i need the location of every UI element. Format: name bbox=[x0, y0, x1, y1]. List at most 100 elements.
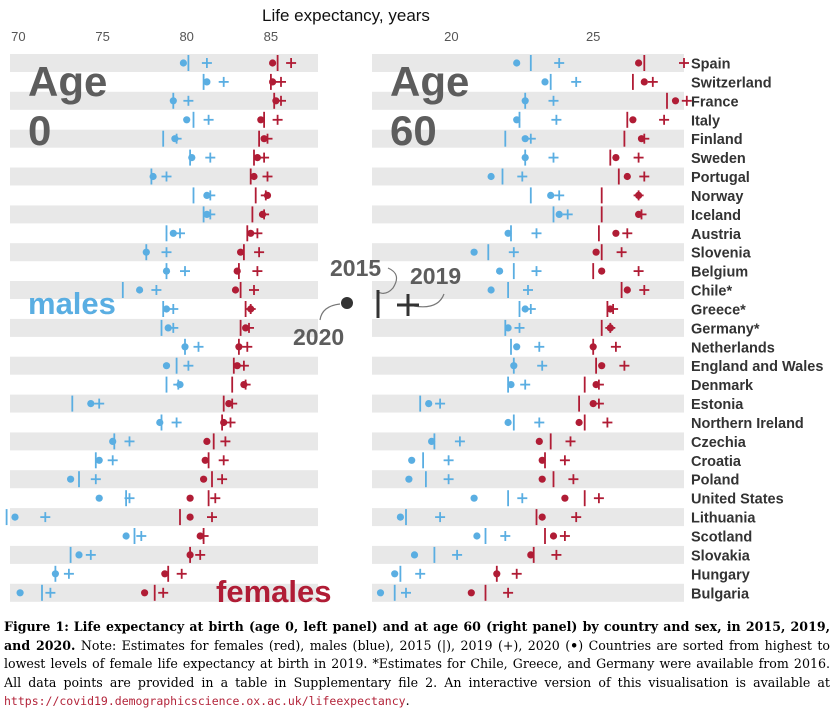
male-2020-dot bbox=[95, 456, 103, 464]
female-2020-dot bbox=[612, 229, 620, 237]
male-2020-dot bbox=[162, 305, 171, 313]
male-2020-dot bbox=[487, 172, 495, 181]
male-2020-dot bbox=[136, 286, 144, 294]
female-2020-dot bbox=[233, 267, 241, 275]
male-2020-dot bbox=[391, 570, 399, 578]
row-band bbox=[10, 91, 318, 110]
country-label-austria: Austria bbox=[691, 227, 742, 243]
chart-title: Life expectancy, years bbox=[262, 6, 430, 25]
female-2020-dot bbox=[263, 191, 272, 199]
male-2020-dot bbox=[513, 343, 521, 351]
female-2020-dot bbox=[561, 494, 569, 502]
female-2020-dot bbox=[598, 362, 606, 370]
female-2020-dot bbox=[240, 381, 248, 389]
row-band bbox=[372, 508, 684, 527]
row-band bbox=[372, 167, 684, 186]
male-2020-dot bbox=[51, 570, 60, 578]
male-2020-dot bbox=[181, 343, 189, 351]
females-label: females bbox=[216, 574, 331, 609]
female-2020-dot bbox=[535, 437, 543, 445]
female-2020-dot bbox=[637, 135, 646, 143]
female-2020-dot bbox=[257, 116, 265, 124]
male-2020-dot bbox=[164, 324, 172, 332]
male-2020-dot bbox=[504, 324, 512, 332]
country-label-slovenia: Slovenia bbox=[691, 246, 752, 262]
male-2020-dot bbox=[521, 135, 529, 143]
male-2020-dot bbox=[203, 210, 211, 218]
male-2020-dot bbox=[408, 456, 416, 464]
female-2020-dot bbox=[589, 343, 597, 351]
row-band bbox=[10, 470, 318, 489]
female-2020-dot bbox=[606, 324, 614, 332]
female-2020-dot bbox=[186, 551, 194, 559]
male-2020-dot bbox=[513, 116, 521, 124]
female-2020-dot bbox=[200, 475, 208, 483]
country-label-estonia: Estonia bbox=[691, 397, 744, 413]
female-2020-dot bbox=[467, 589, 475, 597]
male-2020-dot bbox=[171, 135, 179, 143]
row-band bbox=[372, 470, 684, 489]
male-2020-dot bbox=[176, 381, 184, 389]
panel-label-line1: Age bbox=[28, 58, 107, 105]
x-tick-label: 80 bbox=[179, 29, 193, 44]
row-band bbox=[372, 583, 684, 602]
female-2020-dot bbox=[258, 210, 267, 218]
legend-2015-label: 2015 bbox=[330, 255, 381, 281]
male-2020-dot bbox=[425, 400, 433, 408]
country-label-norway: Norway bbox=[691, 189, 743, 205]
female-2020-dot bbox=[575, 418, 583, 427]
female-2020-dot bbox=[203, 437, 211, 445]
female-2020-dot bbox=[186, 513, 194, 521]
male-2020-dot bbox=[203, 78, 211, 86]
legend-2020-dot bbox=[341, 297, 353, 309]
female-2020-dot bbox=[589, 400, 597, 408]
country-label-germany: Germany* bbox=[691, 321, 760, 337]
female-2020-dot bbox=[231, 286, 240, 294]
male-2020-dot bbox=[87, 400, 95, 408]
row-band bbox=[10, 545, 318, 564]
country-label-denmark: Denmark bbox=[691, 378, 754, 394]
country-label-finland: Finland bbox=[691, 132, 743, 148]
male-2020-dot bbox=[162, 362, 171, 370]
male-2020-dot bbox=[473, 532, 481, 540]
male-2020-dot bbox=[510, 362, 518, 370]
male-2020-dot bbox=[496, 267, 504, 275]
female-2020-dot bbox=[247, 229, 255, 237]
caption-note-intro: Note: Estimates for females (red), males… bbox=[80, 637, 571, 653]
row-band bbox=[372, 356, 684, 375]
males-label: males bbox=[28, 286, 116, 321]
country-label-netherlands: Netherlands bbox=[691, 340, 775, 356]
country-label-sweden: Sweden bbox=[691, 151, 746, 167]
caption-note-rest: ) Countries are sorted from highest to l… bbox=[4, 637, 831, 690]
country-label-greece: Greece* bbox=[691, 303, 746, 319]
female-2020-dot bbox=[606, 305, 614, 313]
male-2020-dot bbox=[547, 191, 555, 199]
country-label-france: France bbox=[691, 94, 739, 110]
male-2020-dot bbox=[396, 513, 404, 521]
row-band bbox=[372, 243, 684, 262]
female-2020-dot bbox=[235, 343, 243, 351]
row-band bbox=[10, 54, 318, 72]
country-label-croatia: Croatia bbox=[691, 454, 742, 470]
male-2020-dot bbox=[555, 210, 563, 218]
caption-url-link[interactable]: https://covid19.demographicscience.ox.ac… bbox=[4, 694, 406, 708]
figure-label: Figure 1: bbox=[4, 619, 69, 634]
country-label-slovakia: Slovakia bbox=[691, 548, 751, 564]
female-2020-dot bbox=[592, 381, 600, 389]
male-2020-dot bbox=[156, 418, 164, 427]
country-labels: Spain Switzerland France Italy Finland Sweden… bbox=[691, 57, 823, 603]
male-2020-dot bbox=[11, 513, 19, 521]
female-2020-dot bbox=[161, 570, 169, 578]
x-tick-label: 20 bbox=[444, 29, 458, 44]
female-2020-dot bbox=[220, 418, 228, 427]
country-label-northern-ireland: Northern Ireland bbox=[691, 416, 804, 432]
year-legend: 2015 2019 2020 bbox=[293, 255, 461, 350]
male-2020-dot bbox=[122, 532, 130, 540]
male-2020-dot bbox=[507, 381, 515, 389]
male-2020-dot bbox=[149, 172, 157, 181]
female-2020-dot bbox=[598, 267, 606, 275]
row-band bbox=[372, 205, 684, 224]
